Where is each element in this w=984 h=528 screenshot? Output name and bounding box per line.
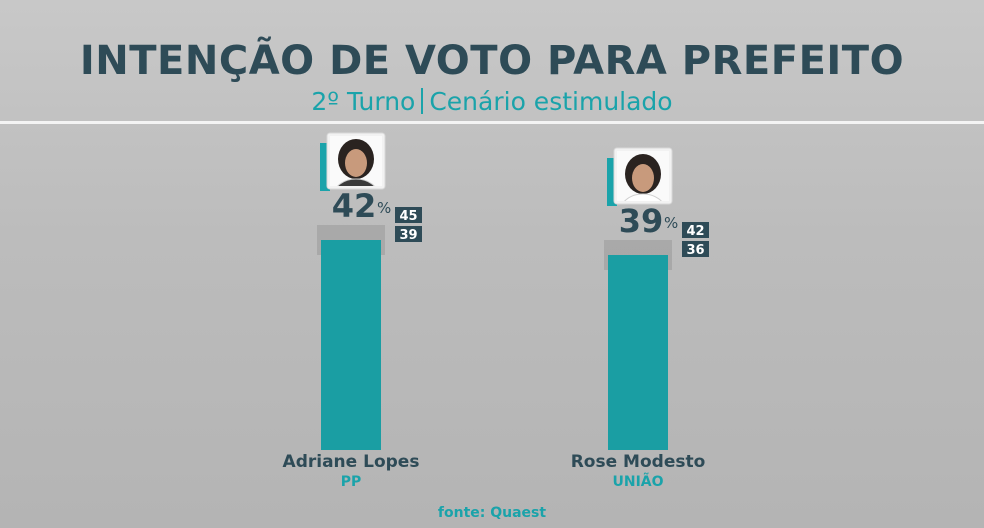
margin-low-label: 36 [686, 243, 704, 258]
candidate-photo [330, 136, 382, 186]
source-note: fonte: Quaest [437, 505, 547, 521]
candidate-party: UNIÃO [612, 473, 663, 490]
subtitle-round: 2º Turno [311, 87, 416, 116]
margin-high-box [395, 207, 422, 223]
candidate-name: Adriane Lopes [283, 452, 420, 472]
margin-high-box [682, 222, 709, 238]
margin-high-label: 42 [686, 224, 704, 239]
candidate-party: PP [341, 474, 362, 490]
percent-sign: % [377, 199, 391, 217]
avatar-accent [320, 143, 330, 191]
percent-sign: % [664, 214, 678, 232]
header-divider [0, 121, 984, 124]
margin-low-box [682, 241, 709, 257]
chart-title: INTENÇÃO DE VOTO PARA PREFEITO [79, 38, 905, 84]
bar [321, 240, 381, 450]
subtitle-scenario: Cenário estimulado [429, 87, 673, 116]
subtitle-separator [421, 88, 424, 114]
bar [608, 255, 668, 450]
margin-high-label: 45 [399, 209, 417, 224]
chart-subtitle: 2º Turno Cenário estimulado [0, 87, 984, 116]
margin-low-label: 39 [399, 228, 417, 243]
avatar-accent [607, 158, 617, 206]
margin-low-box [395, 226, 422, 242]
shoulders-shape [337, 178, 375, 186]
bar-value-label: 39 [619, 202, 664, 240]
face-shape [345, 149, 367, 177]
candidate-name: Rose Modesto [571, 452, 706, 472]
bar-value-label: 42 [332, 187, 377, 225]
shoulders-shape [624, 193, 662, 201]
face-shape [632, 164, 654, 192]
candidate-photo [617, 151, 669, 201]
